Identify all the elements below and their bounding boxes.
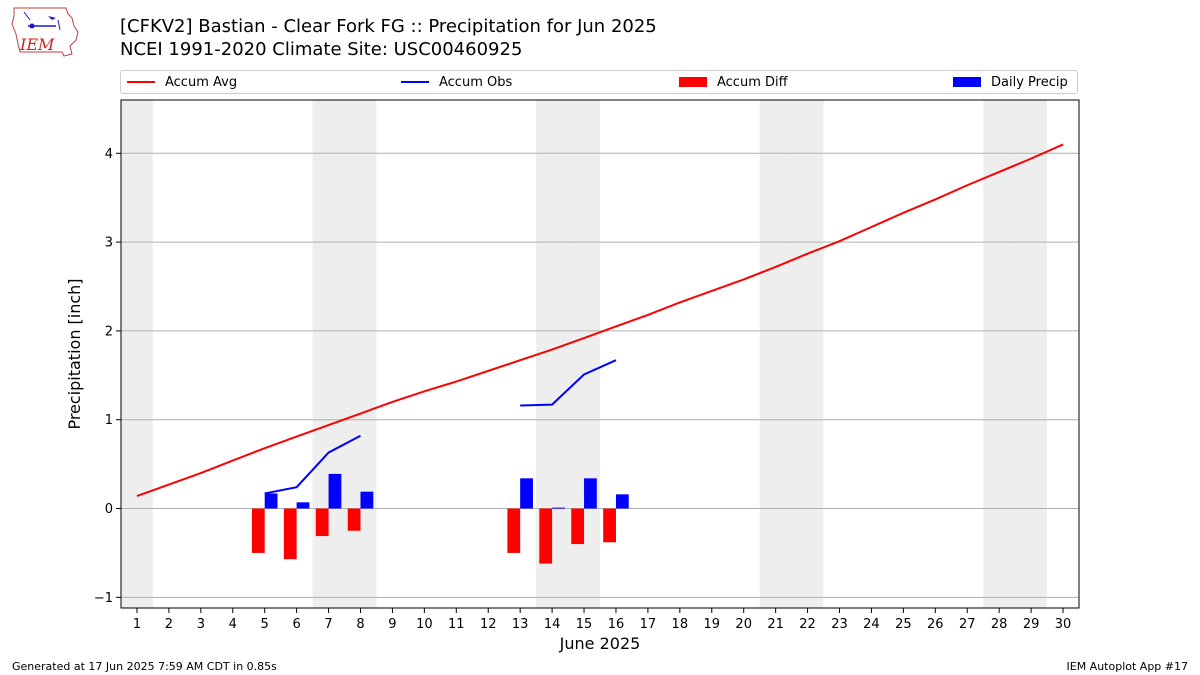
footer-generated: Generated at 17 Jun 2025 7:59 AM CDT in … xyxy=(12,660,277,673)
chart-subtitle: NCEI 1991-2020 Climate Site: USC00460925 xyxy=(120,39,523,60)
weekend-shade-day-28 xyxy=(983,100,1016,608)
weekend-shade-day-29 xyxy=(1015,100,1048,608)
x-tick-label: 27 xyxy=(959,617,976,632)
x-tick-label: 17 xyxy=(640,617,657,632)
legend-label: Daily Precip xyxy=(991,74,1068,90)
lines xyxy=(136,143,1064,498)
x-tick-label: 9 xyxy=(388,617,396,632)
logo-text: IEM xyxy=(19,35,55,54)
weekend-shade-day-21 xyxy=(759,100,792,608)
x-tick-label: 3 xyxy=(197,617,205,632)
x-tick-label: 11 xyxy=(448,617,465,632)
y-tick-label: 2 xyxy=(105,324,113,339)
x-tick-label: 15 xyxy=(576,617,593,632)
y-tick-label: 1 xyxy=(105,413,113,428)
x-tick-label: 21 xyxy=(767,617,784,632)
x-tick-label: 18 xyxy=(672,617,689,632)
iem-logo: IEM xyxy=(8,6,80,62)
x-tick-label: 24 xyxy=(863,617,880,632)
x-tick-label: 16 xyxy=(608,617,625,632)
legend-item-accum-diff: Accum Diff xyxy=(679,74,788,90)
daily-precip-bar xyxy=(296,502,310,509)
x-axis-label: June 2025 xyxy=(559,634,641,653)
x-tick-label: 5 xyxy=(261,617,269,632)
legend-swatch xyxy=(401,81,429,83)
y-tick-label: −1 xyxy=(94,591,113,606)
daily-precip-bar xyxy=(520,478,533,509)
x-tick-label: 19 xyxy=(703,617,720,632)
legend-label: Accum Avg xyxy=(165,74,238,90)
accum-obs-line xyxy=(264,434,361,495)
x-tick-label: 13 xyxy=(512,617,529,632)
x-tick-label: 12 xyxy=(480,617,497,632)
x-tick-label: 10 xyxy=(416,617,433,632)
y-tick-label: 3 xyxy=(105,236,113,251)
legend-item-accum-obs: Accum Obs xyxy=(401,74,512,90)
daily-precip-bar xyxy=(264,493,278,509)
daily-precip-bar xyxy=(360,491,374,509)
x-tick-label: 1 xyxy=(133,617,141,632)
weekend-shade-day-22 xyxy=(791,100,824,608)
x-tick-label: 28 xyxy=(991,617,1008,632)
accum-diff-bar xyxy=(571,508,585,545)
accum-diff-bar xyxy=(315,508,329,537)
legend-swatch xyxy=(953,77,981,87)
accum-diff-bar xyxy=(251,508,265,553)
accum-diff-bar xyxy=(603,508,616,543)
footer-app: IEM Autoplot App #17 xyxy=(1066,660,1189,673)
y-tick-label: 4 xyxy=(105,147,113,162)
legend: Accum Avg Accum Obs Accum Diff Daily Pre… xyxy=(120,70,1078,94)
x-tick-label: 14 xyxy=(544,617,561,632)
legend-item-daily-precip: Daily Precip xyxy=(953,74,1068,90)
x-tick-label: 7 xyxy=(324,617,332,632)
x-tick-label: 26 xyxy=(927,617,944,632)
accum-diff-bar xyxy=(507,508,521,553)
legend-item-accum-avg: Accum Avg xyxy=(127,74,237,90)
x-tick-label: 25 xyxy=(895,617,912,632)
bars xyxy=(251,473,629,564)
chart-title: [CFKV2] Bastian - Clear Fork FG :: Preci… xyxy=(120,16,657,37)
y-tick-label: 0 xyxy=(105,502,113,517)
y-axis-label: Precipitation [inch] xyxy=(65,278,84,429)
daily-precip-bar xyxy=(552,507,565,509)
accum-diff-bar xyxy=(347,508,361,531)
legend-swatch xyxy=(679,77,707,87)
accum-diff-bar xyxy=(283,508,297,560)
x-tick-label: 4 xyxy=(229,617,237,632)
x-tick-label: 22 xyxy=(799,617,816,632)
x-tick-label: 8 xyxy=(356,617,364,632)
daily-precip-bar xyxy=(328,473,342,509)
x-tick-label: 2 xyxy=(165,617,173,632)
legend-label: Accum Obs xyxy=(439,74,513,90)
weekend-shade-day-1 xyxy=(121,100,153,608)
x-tick-label: 6 xyxy=(292,617,300,632)
gridlines xyxy=(121,152,1079,598)
x-tick-label: 20 xyxy=(735,617,752,632)
accum-avg-line xyxy=(136,143,1064,498)
accum-obs-line xyxy=(520,359,617,407)
legend-swatch xyxy=(127,81,155,83)
x-tick-label: 29 xyxy=(1023,617,1040,632)
daily-precip-bar xyxy=(615,494,629,509)
daily-precip-bar xyxy=(584,478,597,509)
plot-frame xyxy=(120,99,1080,609)
weekend-shade-day-8 xyxy=(344,100,377,608)
x-tick-label: 30 xyxy=(1055,617,1072,632)
accum-diff-bar xyxy=(539,508,553,564)
x-tick-label: 23 xyxy=(831,617,848,632)
legend-label: Accum Diff xyxy=(717,74,788,90)
